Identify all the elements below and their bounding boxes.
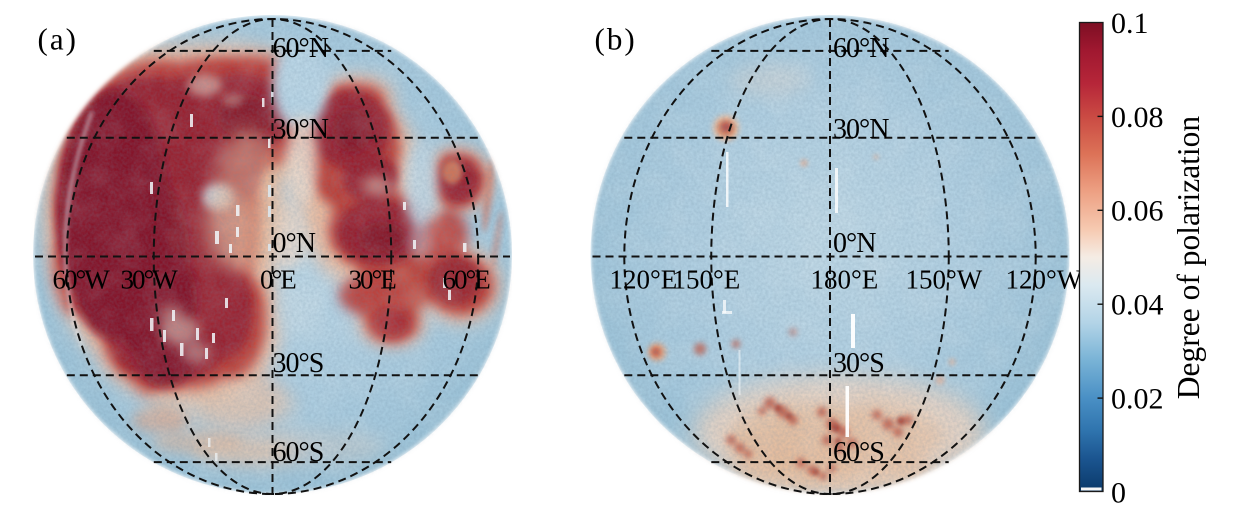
svg-text:120°W: 120°W	[1006, 265, 1083, 295]
svg-text:0.02: 0.02	[1111, 383, 1164, 416]
svg-text:30°S: 30°S	[833, 348, 884, 379]
svg-text:60°E: 60°E	[443, 265, 491, 295]
svg-text:0: 0	[1111, 476, 1126, 509]
svg-text:60°N: 60°N	[273, 33, 329, 64]
svg-text:60°S: 60°S	[833, 437, 884, 468]
svg-text:(b): (b)	[595, 22, 637, 57]
svg-text:0°N: 0°N	[833, 228, 876, 259]
svg-text:60°W: 60°W	[53, 265, 111, 295]
svg-text:120°E: 120°E	[610, 265, 678, 295]
svg-text:150°E: 150°E	[673, 265, 741, 295]
svg-text:150°W: 150°W	[906, 265, 983, 295]
svg-text:0°E: 0°E	[260, 265, 296, 295]
svg-text:0.06: 0.06	[1111, 195, 1164, 228]
svg-text:0.08: 0.08	[1111, 101, 1164, 134]
svg-text:30°S: 30°S	[273, 348, 324, 379]
svg-text:0°N: 0°N	[273, 228, 316, 259]
svg-text:(a): (a)	[38, 22, 78, 57]
svg-text:60°N: 60°N	[833, 33, 889, 64]
svg-text:60°S: 60°S	[273, 437, 324, 468]
svg-text:Degree of polarization: Degree of polarization	[1171, 116, 1206, 400]
svg-text:30°W: 30°W	[121, 265, 179, 295]
svg-text:30°N: 30°N	[833, 114, 889, 145]
svg-text:30°N: 30°N	[273, 114, 329, 145]
svg-text:0.04: 0.04	[1111, 289, 1164, 322]
svg-text:30°E: 30°E	[349, 265, 397, 295]
svg-text:0.1: 0.1	[1111, 7, 1149, 40]
svg-text:180°E: 180°E	[811, 265, 879, 295]
